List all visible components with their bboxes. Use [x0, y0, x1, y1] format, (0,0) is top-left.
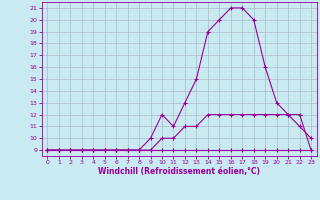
- X-axis label: Windchill (Refroidissement éolien,°C): Windchill (Refroidissement éolien,°C): [98, 167, 260, 176]
